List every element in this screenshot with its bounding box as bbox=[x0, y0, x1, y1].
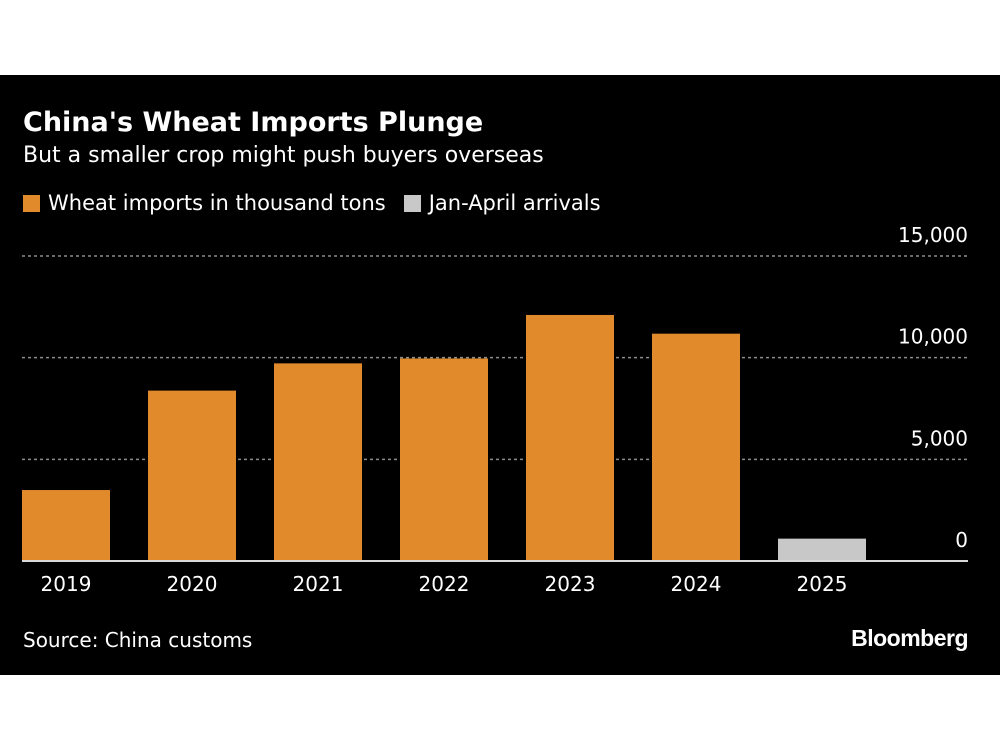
legend-swatch-imports bbox=[23, 194, 40, 212]
x-tick-label-2020: 2020 bbox=[167, 572, 218, 596]
y-tick-label: 5,000 bbox=[911, 426, 968, 450]
chart-title: China's Wheat Imports Plunge bbox=[23, 107, 484, 138]
legend-item-jan-april: Jan-April arrivals bbox=[403, 191, 601, 215]
legend-label-imports: Wheat imports in thousand tons bbox=[48, 191, 386, 215]
legend-label-jan-april: Jan-April arrivals bbox=[428, 191, 601, 215]
legend-swatch-jan-april bbox=[403, 194, 421, 212]
x-tick-label-2019: 2019 bbox=[41, 572, 92, 596]
y-axis-ticks: 0 5,000 10,000 15,000 bbox=[898, 223, 968, 552]
bar-2025 bbox=[778, 538, 866, 561]
bar-2019 bbox=[22, 490, 110, 561]
y-tick-label: 10,000 bbox=[898, 325, 968, 349]
x-axis-labels: 2019 2020 2021 2022 2023 2024 2025 bbox=[41, 572, 848, 596]
y-tick-label: 0 bbox=[955, 528, 968, 552]
bar-2024 bbox=[652, 333, 740, 561]
x-tick-label-2025: 2025 bbox=[797, 572, 848, 596]
bars bbox=[22, 314, 968, 562]
legend: Wheat imports in thousand tons Jan-April… bbox=[23, 188, 619, 218]
chart-subtitle: But a smaller crop might push buyers ove… bbox=[23, 143, 544, 168]
bloomberg-logo: Bloomberg bbox=[851, 625, 968, 651]
bar-2022 bbox=[400, 358, 488, 561]
bar-2020 bbox=[148, 390, 236, 561]
bar-2023 bbox=[526, 314, 614, 561]
y-tick-label: 15,000 bbox=[898, 223, 968, 247]
x-tick-label-2023: 2023 bbox=[545, 572, 596, 596]
x-tick-label-2024: 2024 bbox=[671, 572, 722, 596]
x-tick-label-2021: 2021 bbox=[293, 572, 344, 596]
x-tick-label-2022: 2022 bbox=[419, 572, 470, 596]
chart-card: China's Wheat Imports Plunge But a small… bbox=[0, 75, 1000, 675]
legend-item-imports: Wheat imports in thousand tons bbox=[23, 191, 386, 215]
bar-2021 bbox=[274, 363, 362, 561]
source-note: Source: China customs bbox=[23, 628, 253, 652]
